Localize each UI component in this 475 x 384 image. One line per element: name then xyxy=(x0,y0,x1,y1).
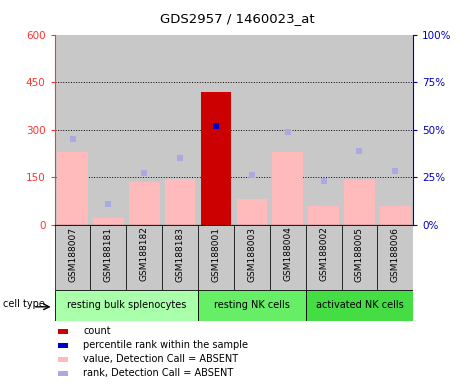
Text: resting bulk splenocytes: resting bulk splenocytes xyxy=(66,300,186,310)
Bar xyxy=(237,199,267,225)
Bar xyxy=(378,225,413,290)
Bar xyxy=(306,225,342,290)
Text: resting NK cells: resting NK cells xyxy=(214,300,290,310)
Bar xyxy=(162,35,198,225)
Bar xyxy=(270,35,306,225)
Text: activated NK cells: activated NK cells xyxy=(315,300,403,310)
Bar xyxy=(55,290,198,321)
Bar xyxy=(58,343,68,348)
Bar xyxy=(201,92,231,225)
Bar xyxy=(234,35,270,225)
Bar xyxy=(377,35,413,225)
Bar xyxy=(55,225,91,290)
Text: GSM188181: GSM188181 xyxy=(104,227,113,281)
Bar xyxy=(306,35,342,225)
Bar xyxy=(342,225,378,290)
Bar xyxy=(165,179,195,225)
Bar xyxy=(198,225,234,290)
Text: GSM188001: GSM188001 xyxy=(211,227,220,281)
Text: GSM188006: GSM188006 xyxy=(391,227,400,281)
Bar xyxy=(126,35,162,225)
Text: rank, Detection Call = ABSENT: rank, Detection Call = ABSENT xyxy=(83,368,234,378)
Text: GSM188002: GSM188002 xyxy=(319,227,328,281)
Bar xyxy=(234,225,270,290)
Bar xyxy=(198,290,306,321)
Text: cell type: cell type xyxy=(3,299,45,309)
Text: GSM188007: GSM188007 xyxy=(68,227,77,281)
Bar xyxy=(58,371,68,376)
Text: GSM188183: GSM188183 xyxy=(176,227,185,281)
Text: percentile rank within the sample: percentile rank within the sample xyxy=(83,340,248,350)
Bar xyxy=(273,152,303,225)
Bar xyxy=(308,206,339,225)
Bar xyxy=(198,35,234,225)
Bar xyxy=(129,182,160,225)
Text: GSM188004: GSM188004 xyxy=(283,227,292,281)
Text: GSM188182: GSM188182 xyxy=(140,227,149,281)
Bar xyxy=(201,92,231,225)
Bar xyxy=(162,225,198,290)
Bar xyxy=(306,290,413,321)
Text: GSM188003: GSM188003 xyxy=(247,227,257,281)
Text: value, Detection Call = ABSENT: value, Detection Call = ABSENT xyxy=(83,354,238,364)
Bar xyxy=(58,357,68,362)
Bar xyxy=(58,329,68,334)
Bar xyxy=(91,225,126,290)
Bar xyxy=(93,218,124,225)
Text: GSM188005: GSM188005 xyxy=(355,227,364,281)
Bar xyxy=(344,180,375,225)
Bar xyxy=(270,225,306,290)
Bar xyxy=(342,35,378,225)
Bar xyxy=(126,225,162,290)
Text: count: count xyxy=(83,326,111,336)
Bar xyxy=(55,35,90,225)
Bar xyxy=(57,152,88,225)
Bar xyxy=(380,206,410,225)
Text: GDS2957 / 1460023_at: GDS2957 / 1460023_at xyxy=(160,12,315,25)
Bar xyxy=(90,35,126,225)
